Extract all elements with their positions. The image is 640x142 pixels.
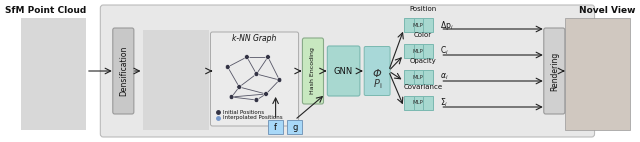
Bar	[404, 18, 413, 32]
Text: SfM Point Cloud: SfM Point Cloud	[5, 6, 86, 15]
Bar	[423, 18, 433, 32]
Text: Novel View: Novel View	[579, 6, 636, 15]
Bar	[413, 18, 423, 32]
Circle shape	[237, 84, 242, 89]
Text: C$_i$: C$_i$	[440, 45, 449, 57]
Circle shape	[254, 72, 259, 77]
Bar	[413, 44, 423, 58]
Text: Position: Position	[410, 6, 436, 12]
Text: Color: Color	[414, 32, 432, 38]
Circle shape	[264, 91, 268, 97]
FancyBboxPatch shape	[303, 38, 323, 104]
Text: k-NN Graph: k-NN Graph	[232, 34, 276, 43]
Text: MLP: MLP	[413, 49, 424, 54]
Bar	[413, 96, 423, 110]
Text: i: i	[275, 126, 276, 131]
Circle shape	[266, 55, 270, 59]
Text: Hash Encoding: Hash Encoding	[310, 48, 316, 94]
Text: GNN: GNN	[334, 66, 353, 76]
Bar	[143, 30, 209, 130]
Circle shape	[229, 94, 234, 100]
Text: Φ: Φ	[372, 69, 381, 79]
Text: Opacity: Opacity	[410, 58, 436, 64]
FancyBboxPatch shape	[544, 28, 565, 114]
Bar	[287, 120, 303, 134]
Bar	[404, 70, 413, 84]
Circle shape	[244, 55, 249, 59]
Text: MLP: MLP	[413, 22, 424, 28]
Text: Densification: Densification	[119, 46, 128, 96]
Text: Rendering: Rendering	[550, 51, 559, 91]
Text: $\Sigma$$_i$: $\Sigma$$_i$	[440, 97, 449, 109]
Circle shape	[225, 64, 230, 69]
FancyBboxPatch shape	[364, 46, 390, 96]
Bar	[404, 96, 413, 110]
Text: $\alpha$$_i$: $\alpha$$_i$	[440, 72, 449, 82]
Bar	[21, 18, 86, 130]
Circle shape	[254, 98, 259, 103]
Text: $\Delta$p$_i$: $\Delta$p$_i$	[440, 18, 454, 32]
Bar	[268, 120, 284, 134]
Bar	[404, 44, 413, 58]
Bar	[423, 70, 433, 84]
Text: f: f	[274, 123, 277, 131]
Bar	[423, 96, 433, 110]
FancyBboxPatch shape	[211, 32, 299, 126]
Text: MLP: MLP	[413, 101, 424, 106]
Text: i: i	[379, 83, 381, 89]
Text: MLP: MLP	[413, 75, 424, 80]
Circle shape	[277, 78, 282, 83]
FancyBboxPatch shape	[100, 5, 595, 137]
Text: Covariance: Covariance	[404, 84, 443, 90]
Text: Initial Positions: Initial Positions	[223, 109, 264, 114]
FancyBboxPatch shape	[327, 46, 360, 96]
Bar	[413, 70, 423, 84]
Text: Interpolated Positions: Interpolated Positions	[223, 115, 282, 121]
Text: g: g	[292, 123, 298, 131]
FancyBboxPatch shape	[113, 28, 134, 114]
Bar	[565, 18, 630, 130]
Bar	[423, 44, 433, 58]
Text: P: P	[374, 79, 380, 89]
